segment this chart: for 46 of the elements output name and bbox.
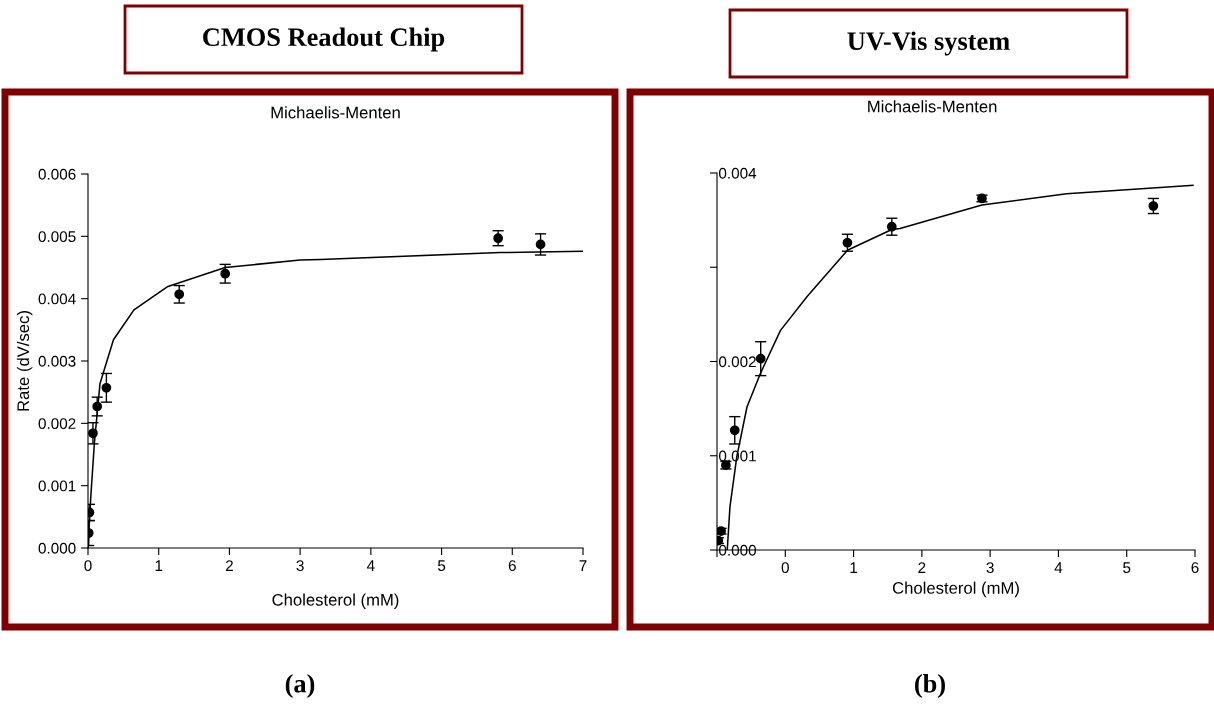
y-tick-label: 0.002: [718, 356, 756, 368]
x-tick-label: 2: [918, 562, 926, 573]
y-axis-title: Rate (dV/sec): [16, 311, 33, 411]
point: [1148, 201, 1159, 211]
x-tick-label: 3: [986, 562, 994, 574]
x-tick-label: 4: [1054, 562, 1063, 573]
y-tick-label: 0.000: [38, 542, 76, 554]
chart-subtitle: Michaelis-Menten: [271, 106, 400, 119]
point: [755, 353, 766, 364]
x-tick-label: 6: [1191, 562, 1199, 574]
x-axis-title: Cholesterol (mM): [272, 593, 399, 610]
point: [220, 268, 231, 279]
x-tick-label: 0: [84, 560, 92, 572]
x-tick-label: 5: [1123, 562, 1131, 574]
point: [717, 526, 726, 537]
x-tick-label: 1: [155, 560, 163, 571]
x-tick-label: 6: [508, 560, 516, 572]
point: [886, 221, 897, 232]
x-tick-label: 2: [225, 560, 233, 571]
y-tick-label: 0.005: [38, 231, 76, 243]
x-tick-label: 7: [579, 560, 587, 571]
y-tick-label: 0.004: [38, 293, 76, 305]
point: [842, 237, 853, 248]
x-axis-title: Cholesterol (mM): [892, 581, 1019, 598]
x-tick-label: 1: [850, 562, 858, 573]
chart-title: CMOS Readout Chip: [203, 27, 445, 52]
y-tick-label: 0.006: [38, 168, 76, 180]
x-tick-label: 3: [296, 560, 304, 572]
x-tick-label: 5: [437, 560, 446, 572]
x-tick-label: 0: [781, 562, 789, 574]
y-tick-label: 0.000: [718, 544, 757, 556]
point: [92, 401, 103, 412]
chart-subtitle: Michaelis-Menten: [868, 100, 997, 113]
x-tick-label: 4: [366, 560, 375, 571]
point: [88, 428, 98, 439]
point: [729, 425, 740, 436]
point: [174, 289, 185, 300]
y-tick-label: 0.002: [38, 418, 76, 430]
chart-title: UV-Vis system: [847, 31, 1010, 56]
text: (a): [285, 674, 315, 698]
y-tick-label: 0.003: [38, 355, 76, 367]
point: [535, 239, 546, 250]
point: [101, 382, 112, 393]
y-tick-label: 0.004: [718, 167, 757, 179]
y-tick-label: 0.001: [38, 480, 76, 492]
text: (b): [915, 674, 945, 698]
